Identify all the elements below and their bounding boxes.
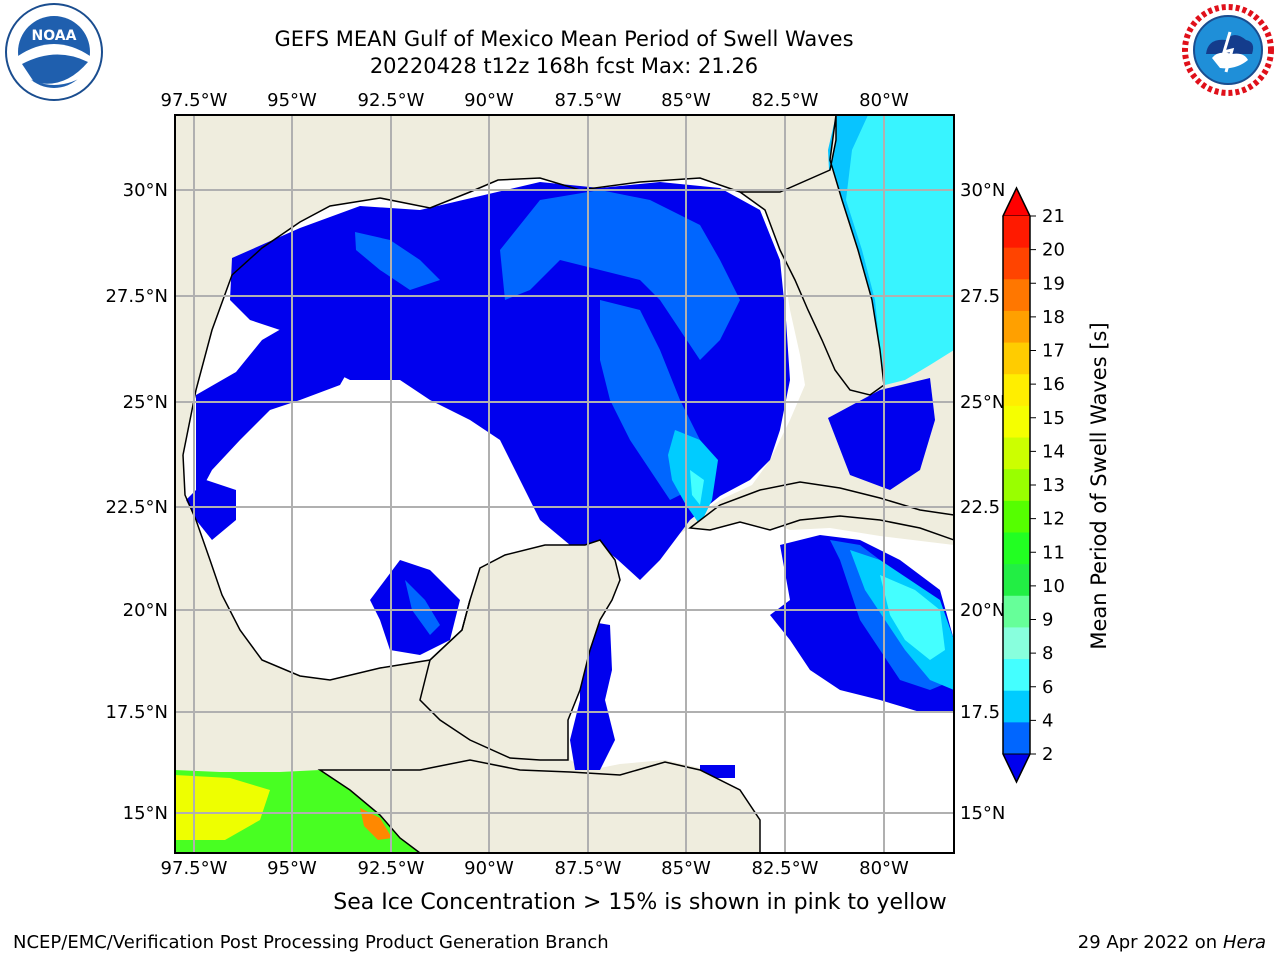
colorbar-tick-label: 15 [1042, 408, 1065, 429]
lat-label-right: 17.5 [960, 702, 1000, 723]
colorbar-segment [1003, 532, 1030, 565]
lat-label-left: 27.5°N [105, 286, 168, 307]
colorbar-segment [1003, 405, 1030, 439]
nws-logo [1181, 3, 1275, 97]
colorbar-tick-label: 10 [1042, 576, 1065, 597]
lon-label-bottom: 95°W [267, 858, 317, 879]
lat-labels-left: 30°N 27.5°N 25°N 22.5°N 20°N 17.5°N 15°N [105, 180, 168, 824]
colorbar-label: Mean Period of Swell Waves [s] [1087, 322, 1111, 649]
credit-date: 29 Apr 2022 on [1077, 932, 1223, 953]
lon-label-top: 97.5°W [161, 90, 228, 111]
lat-label-right: 25°N [960, 392, 1005, 413]
lon-labels-bottom: 97.5°W 95°W 92.5°W 90°W 87.5°W 85°W 82.5… [161, 858, 909, 879]
lon-label-bottom: 85°W [661, 858, 711, 879]
lat-label-left: 17.5°N [105, 702, 168, 723]
colorbar-tick-label: 9 [1042, 610, 1053, 631]
atlantic-strip [830, 115, 954, 385]
lat-label-right: 22.5 [960, 497, 1000, 518]
noaa-logo: NOAA [5, 3, 103, 101]
colorbar-tick-label: 6 [1042, 677, 1053, 698]
colorbar-segment [1003, 374, 1030, 407]
lon-label-top: 95°W [267, 90, 317, 111]
mexico-coastline [182, 454, 471, 681]
gulf-coastline [182, 177, 741, 456]
lon-labels-top: 97.5°W 95°W 92.5°W 90°W 87.5°W 85°W 82.5… [161, 90, 909, 111]
lon-label-top: 87.5°W [555, 90, 622, 111]
colorbar-extend-high [1002, 186, 1031, 217]
colorbar-segment [1003, 216, 1030, 249]
pacific-field-yellow [175, 775, 270, 840]
credit-host: Hera [1222, 932, 1266, 953]
colorbar-tick-label: 13 [1042, 475, 1065, 496]
lon-label-top: 92.5°W [358, 90, 425, 111]
colorbar-segment [1003, 564, 1030, 597]
lon-label-bottom: 90°W [464, 858, 514, 879]
chart-title: GEFS MEAN Gulf of Mexico Mean Period of … [274, 27, 854, 51]
colorbar-tick-label: 20 [1042, 240, 1065, 261]
lat-label-right: 20°N [960, 600, 1005, 621]
colorbar-segment [1003, 690, 1030, 723]
colorbar-tick-label: 16 [1042, 374, 1065, 395]
lon-label-top: 85°W [661, 90, 711, 111]
lon-label-bottom: 97.5°W [161, 858, 228, 879]
map-frame [174, 114, 955, 854]
lat-label-right: 27.5 [960, 286, 1000, 307]
lat-label-left: 20°N [123, 600, 168, 621]
lon-label-bottom: 82.5°W [752, 858, 819, 879]
lat-label-right: 15°N [960, 803, 1005, 824]
lon-label-top: 82.5°W [752, 90, 819, 111]
lat-label-left: 22.5°N [105, 497, 168, 518]
colorbar-segment [1003, 627, 1030, 660]
colorbar-segment [1003, 595, 1030, 628]
colorbar-segment [1003, 469, 1030, 502]
colorbar-tick-label: 19 [1042, 273, 1065, 294]
colorbar-tick-label: 8 [1042, 643, 1053, 664]
lon-label-bottom: 80°W [859, 858, 909, 879]
colorbar: 21 20 19 18 17 16 15 14 13 12 11 10 9 8 6 4 2 [1002, 186, 1065, 784]
lat-label-left: 15°N [123, 803, 168, 824]
colorbar-tick-label: 14 [1042, 441, 1065, 462]
credit-left: NCEP/EMC/Verification Post Processing Pr… [13, 932, 609, 953]
colorbar-segment [1003, 247, 1030, 280]
chart-subtitle: 20220428 t12z 168h fcst Max: 21.26 [369, 54, 759, 78]
swell-field-top [690, 470, 945, 660]
colorbar-segment [1003, 342, 1030, 375]
central-america-land [317, 759, 761, 853]
colorbar-segment [1003, 279, 1030, 312]
colorbar-segment [1003, 659, 1030, 692]
lon-label-top: 80°W [859, 90, 909, 111]
lat-label-left: 25°N [123, 392, 168, 413]
lon-label-bottom: 87.5°W [555, 858, 622, 879]
colorbar-tick-label: 18 [1042, 307, 1065, 328]
colorbar-segment [1003, 722, 1030, 755]
sea-ice-note: Sea Ice Concentration > 15% is shown in … [333, 890, 947, 915]
graticule [175, 115, 954, 853]
colorbar-tick-label: 4 [1042, 710, 1053, 731]
noaa-logo-text: NOAA [32, 28, 77, 44]
cuba-land [688, 481, 954, 541]
lat-labels-right: 30°N 27.5 25°N 22.5 20°N 17.5 15°N [960, 180, 1005, 824]
colorbar-segment [1003, 310, 1030, 344]
florida-land [737, 115, 885, 396]
credit-right: 29 Apr 2022 on Hera [1078, 932, 1266, 953]
colorbar-segment [1003, 437, 1030, 470]
colorbar-tick-label: 2 [1042, 744, 1053, 765]
colorbar-segment [1003, 500, 1030, 533]
lat-label-left: 30°N [123, 180, 168, 201]
colorbar-tick-label: 12 [1042, 509, 1065, 530]
lat-label-right: 30°N [960, 180, 1005, 201]
yucatan-land [419, 539, 621, 761]
colorbar-tick-label: 17 [1042, 341, 1065, 362]
colorbar-tick-label: 21 [1042, 206, 1065, 227]
colorbar-extend-low [1002, 753, 1031, 784]
pacific-field-orange [360, 808, 392, 840]
colorbar-tick-label: 11 [1042, 542, 1065, 563]
lon-label-bottom: 92.5°W [358, 858, 425, 879]
lon-label-top: 90°W [464, 90, 514, 111]
